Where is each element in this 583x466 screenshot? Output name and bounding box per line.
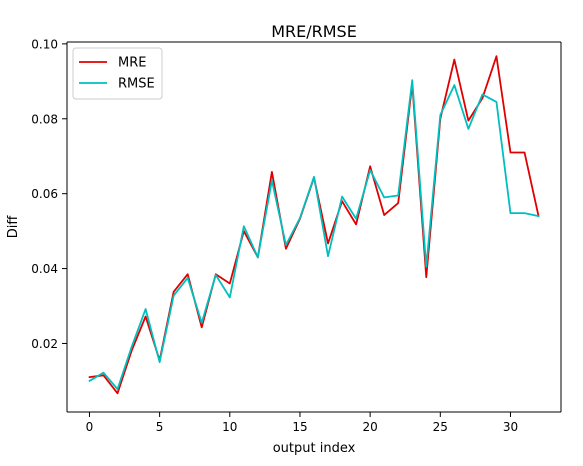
y-tick-label: 0.02 [31, 337, 58, 351]
legend: MRE RMSE [73, 48, 162, 99]
x-tick-label: 0 [86, 420, 94, 434]
x-tick-label: 5 [156, 420, 164, 434]
x-tick-label: 15 [292, 420, 307, 434]
x-axis-label: output index [273, 441, 356, 456]
chart-title: MRE/RMSE [271, 22, 357, 41]
x-tick-label: 20 [362, 420, 377, 434]
y-tick-label: 0.10 [31, 37, 58, 51]
legend-label-rmse: RMSE [118, 77, 155, 92]
y-tick-label: 0.06 [31, 187, 58, 201]
legend-label-mre: MRE [118, 56, 146, 71]
y-axis-label: Diff [6, 215, 21, 239]
y-tick-label: 0.08 [31, 112, 58, 126]
x-tick-label: 25 [433, 420, 448, 434]
y-tick-label: 0.04 [31, 262, 58, 276]
x-tick-label: 10 [222, 420, 237, 434]
x-tick-label: 30 [503, 420, 518, 434]
